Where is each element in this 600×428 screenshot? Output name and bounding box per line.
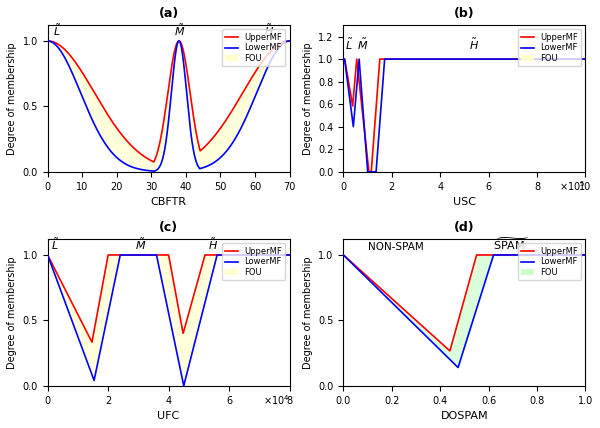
Legend: UpperMF, LowerMF, FOU: UpperMF, LowerMF, FOU [222, 244, 286, 280]
Title: (b): (b) [454, 7, 475, 20]
Text: $\tilde{M}$: $\tilde{M}$ [174, 23, 185, 38]
Text: $\times10^4$: $\times10^4$ [263, 393, 290, 407]
Legend: UpperMF, LowerMF, FOU: UpperMF, LowerMF, FOU [518, 30, 581, 66]
Text: $\tilde{M}$: $\tilde{M}$ [357, 37, 368, 52]
Legend: UpperMF, LowerMF, FOU: UpperMF, LowerMF, FOU [518, 244, 581, 280]
Text: $\tilde{M}$: $\tilde{M}$ [136, 237, 146, 252]
Title: (a): (a) [158, 7, 179, 20]
Text: $\tilde{H}$: $\tilde{H}$ [208, 237, 218, 252]
Text: $\tilde{H}$: $\tilde{H}$ [469, 37, 479, 52]
Y-axis label: Degree of membership: Degree of membership [7, 42, 17, 155]
Text: $\tilde{L}$: $\tilde{L}$ [50, 237, 59, 252]
X-axis label: DOSPAM: DOSPAM [440, 411, 488, 421]
Text: $\tilde{H}$: $\tilde{H}$ [263, 23, 274, 38]
Text: $\widetilde{\mathrm{SPAM}}$: $\widetilde{\mathrm{SPAM}}$ [493, 236, 530, 252]
Y-axis label: Degree of membership: Degree of membership [7, 256, 17, 369]
X-axis label: USC: USC [453, 197, 476, 207]
X-axis label: UFC: UFC [157, 411, 180, 421]
Text: $\tilde{L}$: $\tilde{L}$ [53, 23, 61, 38]
Text: $\tilde{L}$: $\tilde{L}$ [344, 37, 353, 52]
Text: $\times10^5$: $\times10^5$ [559, 179, 586, 193]
Y-axis label: Degree of membership: Degree of membership [303, 256, 313, 369]
Text: NON-SPAM: NON-SPAM [368, 242, 424, 252]
Title: (c): (c) [159, 221, 178, 234]
Y-axis label: Degree of membership: Degree of membership [303, 42, 313, 155]
Legend: UpperMF, LowerMF, FOU: UpperMF, LowerMF, FOU [222, 30, 286, 66]
X-axis label: CBFTR: CBFTR [151, 197, 187, 207]
Title: (d): (d) [454, 221, 475, 234]
